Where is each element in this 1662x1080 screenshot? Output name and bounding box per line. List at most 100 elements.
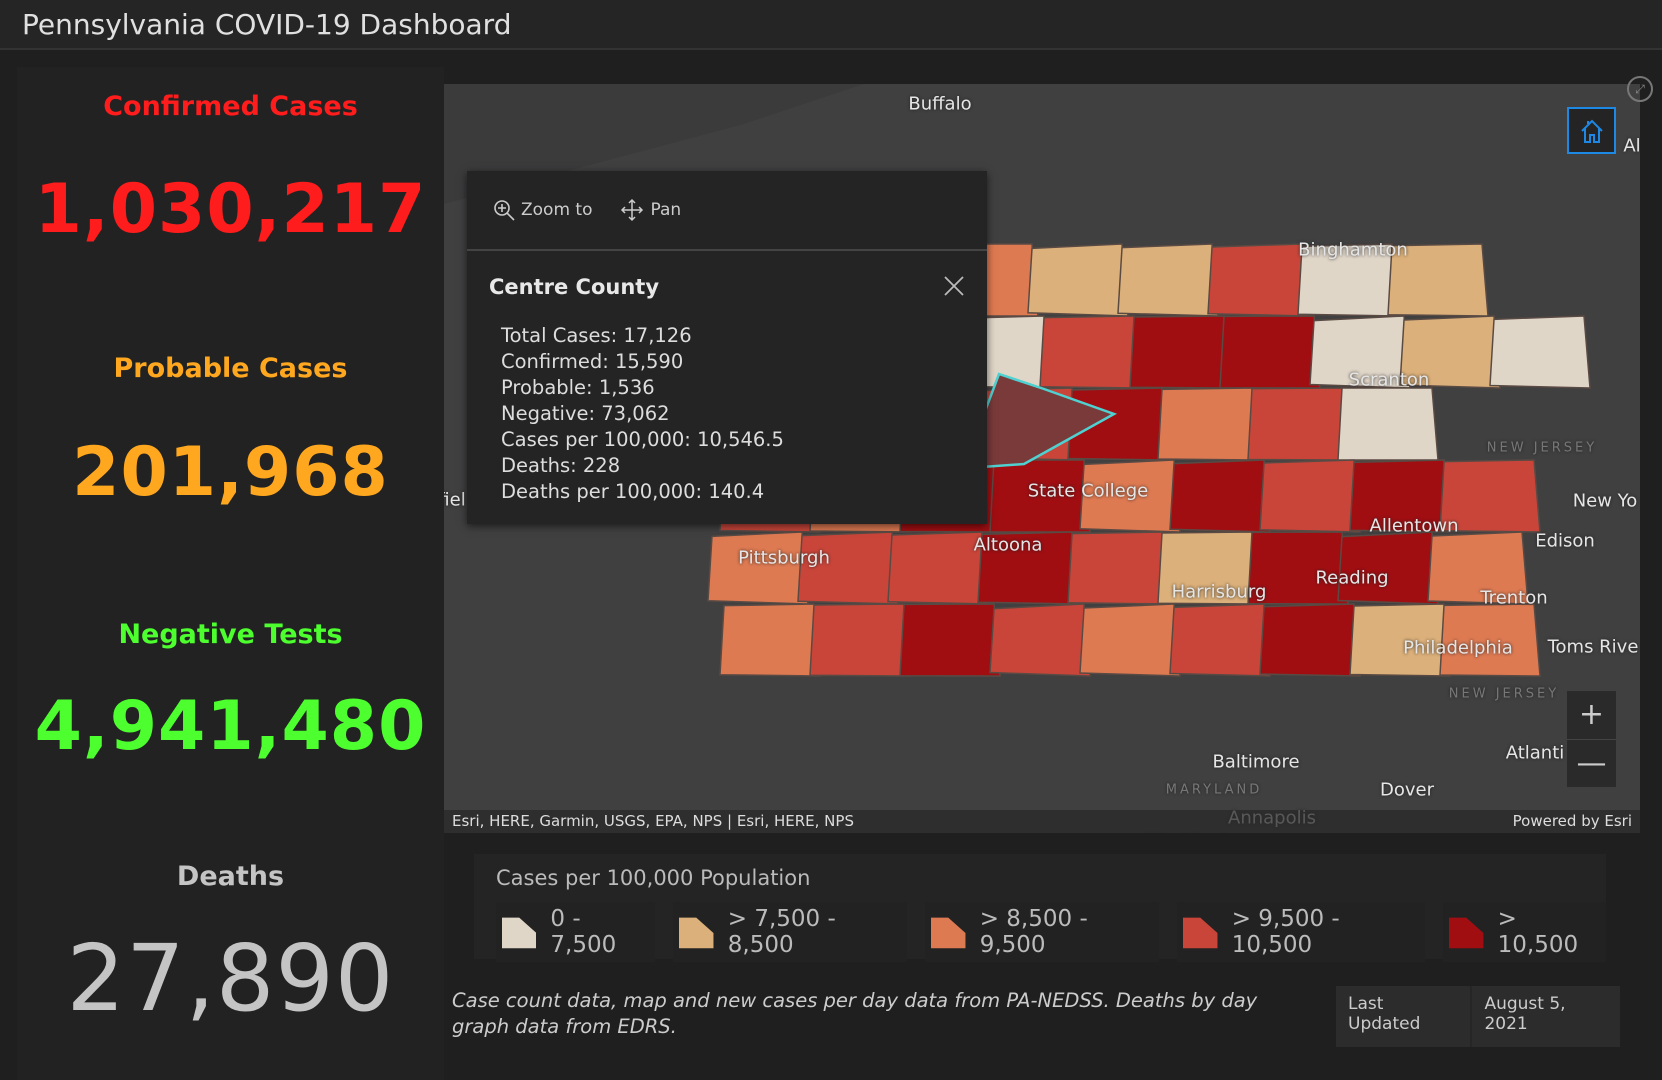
- legend-title: Cases per 100,000 Population: [496, 866, 811, 890]
- probable-cases-label: Probable Cases: [113, 353, 348, 384]
- county-polygon[interactable]: [1337, 387, 1439, 461]
- legend-label: > 7,500 - 8,500: [727, 906, 836, 958]
- legend-item: > 10,500: [1443, 902, 1606, 962]
- county-polygon[interactable]: [1169, 603, 1271, 677]
- field-probable: Probable: 1,536: [501, 376, 655, 399]
- county-popup: Zoom to Pan Centre County Total Cases: 1…: [467, 171, 987, 524]
- zoom-to-button[interactable]: Zoom to: [493, 199, 592, 221]
- map-place-label: Pittsburgh: [738, 547, 830, 569]
- deaths-label: Deaths: [176, 861, 285, 892]
- county-polygon[interactable]: [1117, 243, 1219, 317]
- county-polygon[interactable]: [1067, 531, 1169, 605]
- zoom-controls: + —: [1567, 691, 1616, 787]
- map-place-label: Atlanti: [1505, 742, 1565, 764]
- map-place-label: Reading: [1315, 567, 1389, 589]
- pan-icon: [621, 198, 644, 222]
- legend-swatch: [502, 917, 537, 949]
- county-polygon[interactable]: [1027, 243, 1129, 317]
- legend-item: > 8,500 - 9,500: [925, 902, 1160, 962]
- field-cases-per-100k: Cases per 100,000: 10,546.5: [501, 428, 784, 451]
- county-polygon[interactable]: [1399, 315, 1501, 389]
- legend-label: > 10,500: [1497, 906, 1579, 958]
- map-place-label: Al: [1623, 135, 1640, 157]
- county-polygon[interactable]: [1439, 603, 1541, 677]
- map-place-label: NEW JERSEY: [1448, 686, 1560, 702]
- zoom-to-label: Zoom to: [521, 200, 593, 220]
- map-place-label: MARYLAND: [1165, 782, 1263, 798]
- popup-fields: Total Cases: 17,126 Confirmed: 15,590 Pr…: [501, 323, 784, 505]
- negative-tests-label: Negative Tests: [118, 619, 343, 650]
- map-view[interactable]: Buffalo Binghamton Scranton State College Al…: [444, 84, 1640, 833]
- map-place-label: Altoona: [973, 534, 1043, 556]
- home-icon: [1580, 119, 1603, 143]
- zoom-in-button[interactable]: +: [1567, 691, 1616, 740]
- zoom-in-icon: [494, 200, 515, 221]
- probable-cases-value: 201,968: [72, 433, 389, 512]
- last-updated-value: August 5, 2021: [1484, 994, 1566, 1034]
- page-title: Pennsylvania COVID-19 Dashboard: [22, 8, 512, 41]
- field-deaths: Deaths: 228: [501, 454, 621, 477]
- county-polygon[interactable]: [1169, 459, 1271, 533]
- popup-title: Centre County: [489, 275, 660, 299]
- legend-swatch: [1183, 917, 1218, 949]
- map-place-label: Dover: [1380, 779, 1434, 801]
- stats-panel: Confirmed Cases 1,030,217 Probable Cases…: [17, 67, 444, 1080]
- legend-swatch: [679, 917, 714, 949]
- legend-item: 0 - 7,500: [496, 902, 656, 962]
- county-polygon[interactable]: [1259, 603, 1361, 677]
- map-place-label: Scranton: [1348, 369, 1430, 391]
- map-place-label: Toms Rive: [1547, 636, 1639, 658]
- field-negative: Negative: 73,062: [501, 402, 670, 425]
- county-polygon[interactable]: [1439, 459, 1541, 533]
- county-polygon[interactable]: [1079, 603, 1181, 677]
- legend-label: > 8,500 - 9,500: [979, 906, 1088, 958]
- map-place-label: Edison: [1535, 530, 1595, 552]
- county-polygon[interactable]: [1207, 243, 1309, 317]
- map-place-label: Philadelphia: [1403, 637, 1513, 659]
- county-polygon[interactable]: [1129, 315, 1231, 389]
- county-polygon[interactable]: [1349, 459, 1451, 533]
- county-polygon[interactable]: [989, 603, 1091, 677]
- data-source-note: Case count data, map and new cases per d…: [452, 989, 1258, 1038]
- county-polygon[interactable]: [1039, 315, 1141, 389]
- legend-label: 0 - 7,500: [550, 906, 617, 958]
- county-polygon[interactable]: [989, 459, 1091, 533]
- close-icon[interactable]: [943, 275, 965, 297]
- map-place-label: New Yo: [1572, 490, 1638, 512]
- powered-by-esri[interactable]: Powered by Esri: [1512, 812, 1632, 830]
- county-polygon[interactable]: [1349, 603, 1451, 677]
- attribution-text: Esri, HERE, Garmin, USGS, EPA, NPS | Esr…: [452, 812, 854, 830]
- county-polygon[interactable]: [1247, 387, 1349, 461]
- zoom-out-button[interactable]: —: [1576, 745, 1607, 781]
- confirmed-cases-label: Confirmed Cases: [103, 91, 358, 122]
- field-confirmed: Confirmed: 15,590: [501, 350, 684, 373]
- map-place-label: Baltimore: [1212, 751, 1300, 773]
- county-polygon[interactable]: [1219, 315, 1321, 389]
- expand-icon: ⤢: [1635, 81, 1645, 96]
- pan-button[interactable]: Pan: [620, 198, 681, 222]
- legend-swatch: [1449, 917, 1484, 949]
- county-polygon[interactable]: [809, 603, 911, 677]
- county-polygon[interactable]: [899, 603, 1001, 677]
- county-polygon[interactable]: [719, 603, 821, 677]
- last-updated: Last Updated August 5, 2021: [1336, 986, 1620, 1047]
- legend-swatch: [931, 917, 966, 949]
- confirmed-cases-value: 1,030,217: [34, 170, 427, 249]
- home-button[interactable]: [1567, 107, 1616, 154]
- map-place-label: fiel: [444, 489, 466, 511]
- county-polygon[interactable]: [1157, 387, 1259, 461]
- map-legend: Cases per 100,000 Population 0 - 7,500 > …: [474, 854, 1606, 962]
- negative-tests-value: 4,941,480: [34, 687, 427, 766]
- map-place-label: Binghamton: [1298, 239, 1408, 261]
- map-place-label: Harrisburg: [1171, 581, 1267, 603]
- legend-item: > 7,500 - 8,500: [673, 902, 908, 962]
- map-place-label: State College: [1027, 480, 1149, 502]
- map-place-label: NEW JERSEY: [1486, 440, 1598, 456]
- fullscreen-button[interactable]: ⤢: [1627, 76, 1653, 102]
- county-polygon[interactable]: [1489, 315, 1591, 389]
- county-polygon[interactable]: [1079, 459, 1181, 533]
- map-place-label: Allentown: [1369, 515, 1459, 537]
- legend-item: > 9,500 - 10,500: [1177, 902, 1426, 962]
- county-polygon[interactable]: [1259, 459, 1361, 533]
- map-place-label: Trenton: [1480, 587, 1548, 609]
